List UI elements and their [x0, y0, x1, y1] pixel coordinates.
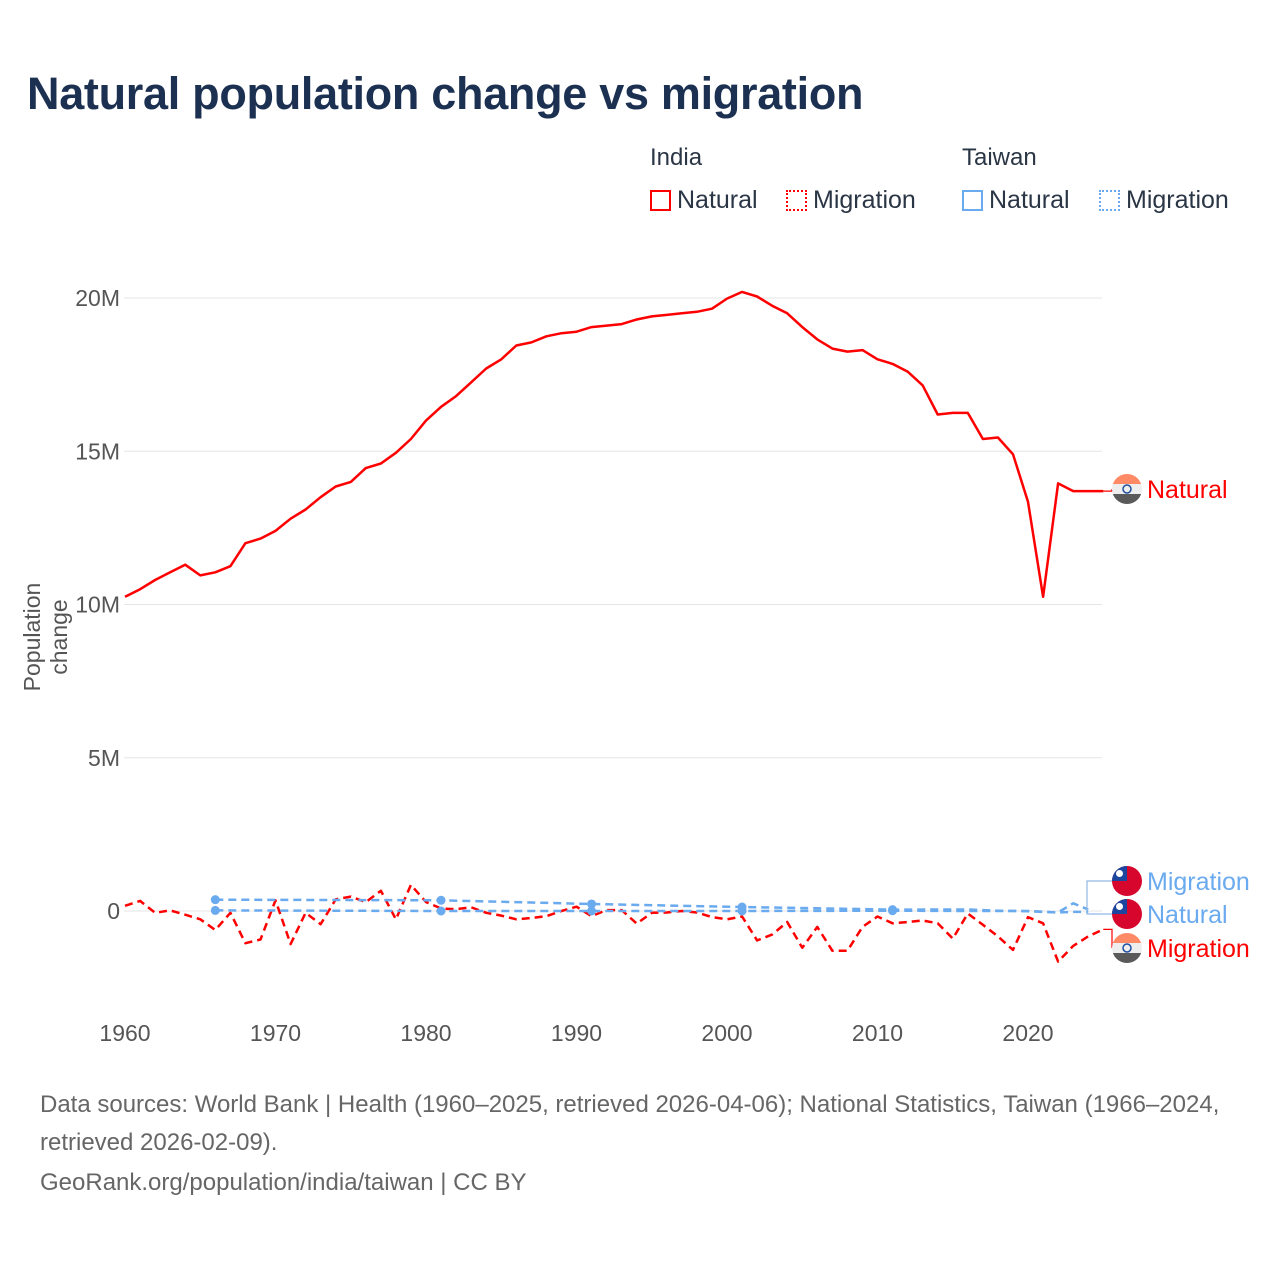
- flag-body: [1112, 866, 1142, 896]
- legend-india-migration[interactable]: Migration: [786, 186, 916, 215]
- credit-line[interactable]: GeoRank.org/population/india/taiwan | CC…: [40, 1169, 527, 1196]
- label-connector: [1103, 928, 1113, 948]
- flag-stripe: [1112, 953, 1142, 963]
- chakra: [1122, 943, 1132, 953]
- flag-stripe: [1112, 933, 1142, 943]
- x-tick-label: 1970: [250, 1020, 301, 1046]
- y-tick-label: 20M: [75, 285, 120, 311]
- y-tick-label: 15M: [75, 438, 120, 464]
- flag-body: [1112, 474, 1142, 504]
- flag-stripe: [1112, 494, 1142, 504]
- x-tick-label: 1980: [400, 1020, 451, 1046]
- series-end-label: Natural: [1147, 901, 1228, 929]
- series-end-label: Migration: [1147, 935, 1250, 963]
- legend-label: Migration: [813, 186, 916, 214]
- legend-taiwan-natural[interactable]: Natural: [962, 186, 1070, 215]
- data-point: [888, 906, 898, 916]
- x-tick-label: 1990: [551, 1020, 602, 1046]
- data-point: [737, 906, 747, 916]
- india-flag-icon: [1112, 474, 1142, 504]
- data-point: [210, 895, 220, 905]
- flag-stripe: [1112, 943, 1142, 953]
- data-point: [210, 905, 220, 915]
- legend-group-taiwan: Taiwan: [962, 144, 1037, 171]
- legend-label: Natural: [677, 186, 758, 214]
- legend-label: Migration: [1126, 186, 1229, 214]
- label-connector: [1086, 880, 1112, 911]
- series-end-label: Migration: [1147, 868, 1250, 896]
- x-tick-label: 2020: [1002, 1020, 1053, 1046]
- taiwan-flag-icon: [1112, 899, 1142, 929]
- solid-swatch-icon: [650, 190, 671, 211]
- flag-body: [1112, 933, 1142, 963]
- data-point: [587, 906, 597, 916]
- series-line-india-natural: [124, 290, 1104, 599]
- chakra: [1122, 484, 1132, 494]
- flag-stripe: [1112, 474, 1142, 484]
- label-connector: [1103, 489, 1113, 492]
- legend-label: Natural: [989, 186, 1070, 214]
- data-point: [436, 906, 446, 916]
- chart-title: Natural population change vs migration: [27, 68, 864, 119]
- x-tick-label: 2000: [701, 1020, 752, 1046]
- data-sources: Data sources: World Bank | Health (1960–…: [40, 1091, 1220, 1156]
- dotted-swatch-icon: [1099, 190, 1120, 211]
- legend-group-india: India: [650, 144, 703, 171]
- dotted-swatch-icon: [786, 190, 807, 211]
- flag-sun: [1116, 870, 1123, 877]
- flag-stripe: [1112, 484, 1142, 494]
- y-tick-label: 5M: [88, 745, 120, 771]
- flag-sun: [1116, 903, 1123, 910]
- y-tick-label: 0: [107, 898, 120, 924]
- series-end-label: Natural: [1147, 476, 1228, 504]
- india-flag-icon: [1112, 933, 1142, 963]
- data-point: [587, 899, 597, 909]
- data-point: [436, 895, 446, 905]
- x-tick-label: 2010: [852, 1020, 903, 1046]
- legend-india-natural[interactable]: Natural: [650, 186, 758, 215]
- x-tick-label: 1960: [99, 1020, 150, 1046]
- legend-taiwan-migration[interactable]: Migration: [1099, 186, 1229, 215]
- series-line-india-migration: [124, 883, 1104, 963]
- taiwan-flag-icon: [1112, 866, 1142, 896]
- label-connector: [1086, 911, 1112, 915]
- y-tick-label: 10M: [75, 592, 120, 618]
- solid-swatch-icon: [962, 190, 983, 211]
- flag-body: [1112, 899, 1142, 929]
